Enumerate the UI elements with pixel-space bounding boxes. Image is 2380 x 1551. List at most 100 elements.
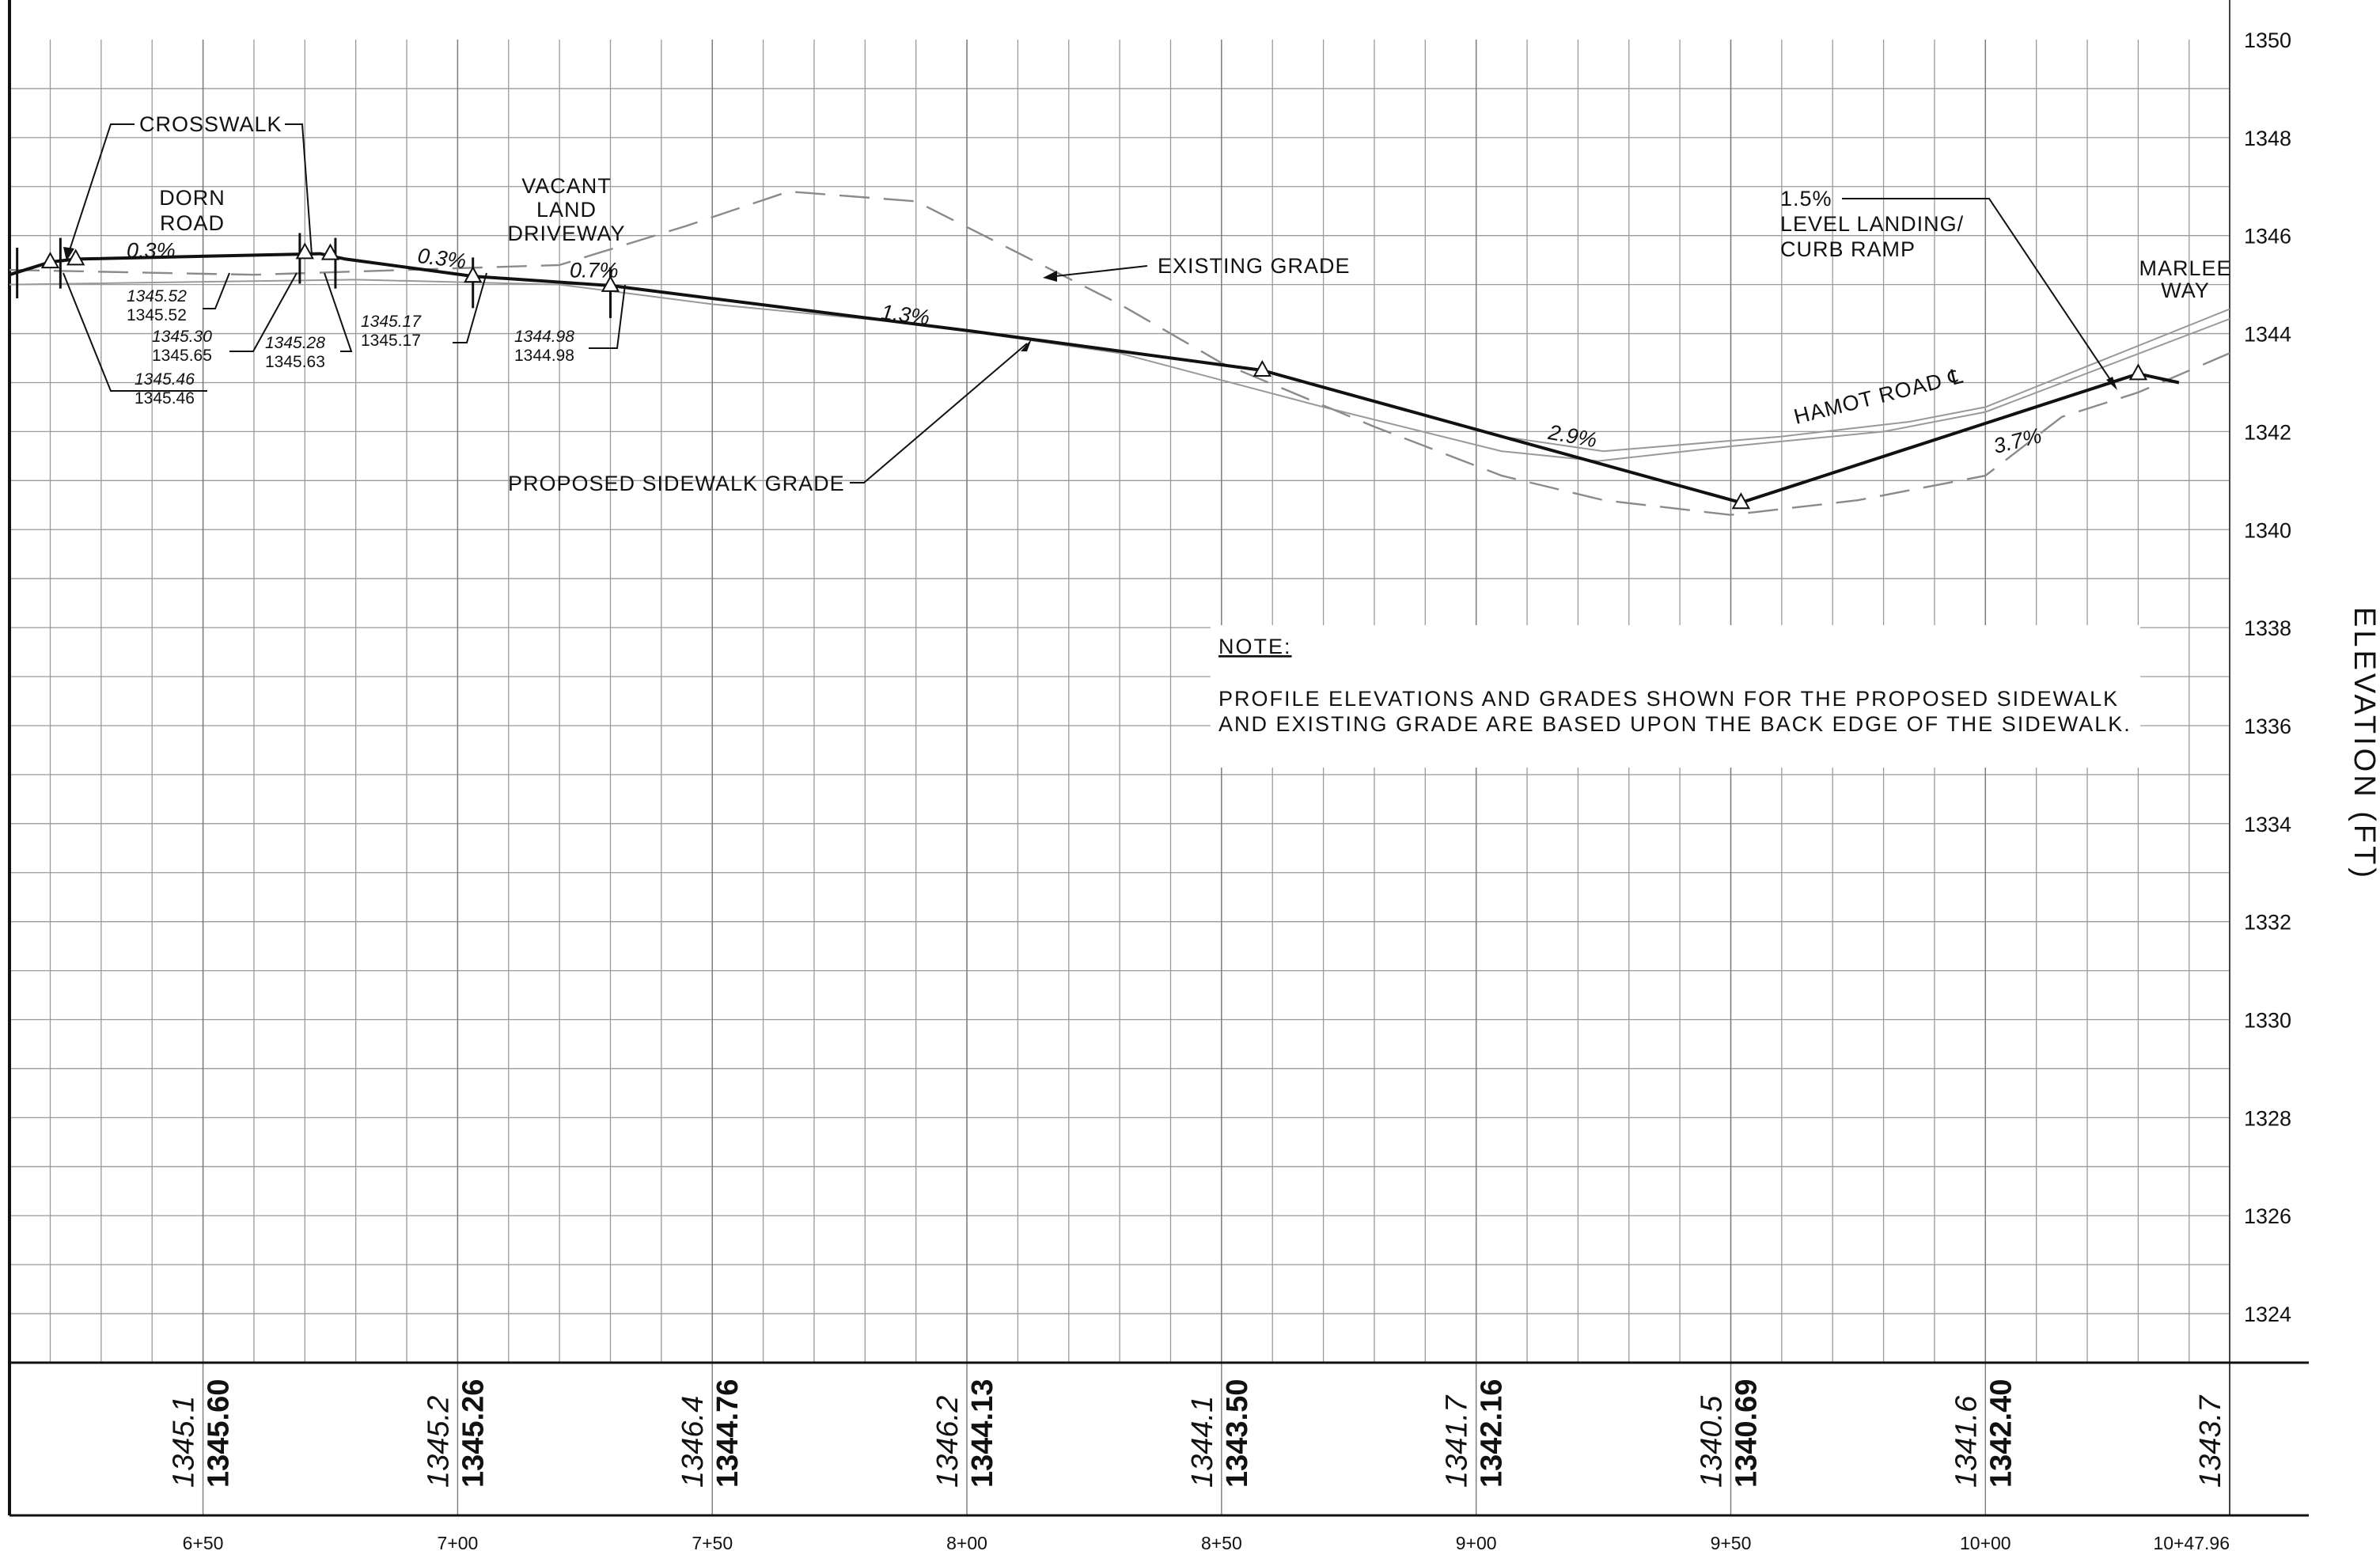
elevation-note: 1344.98	[514, 328, 574, 346]
station-label: 7+50	[692, 1533, 733, 1551]
elevation-tick-label: 1330	[2244, 1009, 2291, 1033]
elevation-note-leader	[453, 272, 487, 343]
note-line-2: AND EXISTING GRADE ARE BASED UPON THE BA…	[1218, 712, 2132, 736]
vacant-land-label: DRIVEWAY	[507, 222, 625, 245]
elevation-note: 1345.52	[127, 306, 187, 324]
proposed-sidewalk-leader	[850, 343, 1028, 484]
station-label: 9+50	[1711, 1533, 1752, 1551]
elevation-tick-label: 1338	[2244, 616, 2291, 640]
vacant-land-label: LAND	[536, 198, 597, 222]
existing-elevation-value: 1343.7	[2194, 1394, 2227, 1488]
level-landing-label: CURB RAMP	[1780, 237, 1916, 261]
note-background	[1211, 625, 2140, 768]
elevation-tick-label: 1342	[2244, 420, 2291, 444]
grade-label: 1.3%	[880, 300, 931, 329]
elevation-note: 1345.17	[361, 313, 422, 331]
elevation-note: 1345.17	[361, 332, 421, 350]
proposed-elevation-value: 1345.26	[457, 1379, 490, 1488]
profile-frame	[8, 0, 2309, 1517]
elevation-note: 1345.30	[152, 328, 212, 346]
station-label: 7+00	[437, 1533, 478, 1551]
pvi-marker	[464, 266, 483, 283]
elevation-tick-label: 1346	[2244, 225, 2291, 248]
grade-label: 0.3%	[127, 239, 176, 263]
proposed-elevation-value: 1343.50	[1221, 1379, 1254, 1488]
existing-elevation-value: 1345.1	[168, 1396, 201, 1488]
proposed-elevation-value: 1344.13	[966, 1379, 999, 1488]
note-line-1: PROFILE ELEVATIONS AND GRADES SHOWN FOR …	[1218, 687, 2119, 711]
elevation-tick-label: 1326	[2244, 1204, 2291, 1228]
elevation-note: 1344.98	[514, 347, 574, 365]
existing-elevation-value: 1341.6	[1950, 1395, 1983, 1488]
existing-elevation-value: 1344.1	[1186, 1396, 1219, 1488]
elevation-tick-label: 1340	[2244, 518, 2291, 542]
note-title: NOTE:	[1218, 635, 1292, 658]
existing-grade-arrowhead	[1043, 271, 1057, 282]
y-axis-label: ELEVATION (FT)	[2348, 607, 2380, 881]
level-landing-leader	[1842, 198, 2115, 386]
pvi-marker	[601, 275, 620, 292]
pvi-marker	[295, 242, 315, 260]
existing-elevation-value: 1340.5	[1695, 1395, 1728, 1488]
proposed-sidewalk-arrowhead	[1021, 339, 1032, 351]
elevation-tick-label: 1334	[2244, 813, 2291, 836]
proposed-elevation-value: 1344.76	[711, 1379, 745, 1488]
hamot-road-centerline	[1501, 308, 2230, 453]
note-box: NOTE: PROFILE ELEVATIONS AND GRADES SHOW…	[1211, 625, 2140, 768]
elevation-tick-label: 1324	[2244, 1303, 2291, 1326]
elevation-tick-labels: 1324 1326 1328 1330 1332 1334 1336 1338 1340 1342…	[2244, 28, 2291, 1326]
dorn-road-label-2: ROAD	[160, 211, 225, 235]
dorn-road-label-1: DORN	[159, 186, 225, 210]
proposed-sidewalk-label: PROPOSED SIDEWALK GRADE	[508, 472, 845, 495]
existing-elevation-value: 1346.2	[931, 1396, 965, 1488]
existing-grade-label: EXISTING GRADE	[1158, 254, 1351, 278]
station-label: 10+47.96	[2153, 1533, 2230, 1551]
elevation-note-leader	[324, 272, 353, 352]
pvi-marker	[2128, 363, 2148, 381]
level-landing-arrowhead	[2106, 377, 2117, 390]
pvi-marker	[1731, 492, 1751, 510]
level-landing-label: 1.5%	[1780, 187, 1832, 210]
elevation-note-leader	[203, 272, 230, 309]
elevation-tick-label: 1348	[2244, 127, 2291, 150]
elevation-note: 1345.46	[135, 389, 195, 408]
grade-label: 0.3%	[416, 244, 468, 273]
elevation-tick-label: 1332	[2244, 911, 2291, 935]
pvi-marker	[66, 248, 85, 266]
existing-elevation-value: 1345.2	[422, 1396, 455, 1488]
level-landing-label: LEVEL LANDING/	[1780, 212, 1964, 236]
grade-label: 0.7%	[570, 258, 619, 282]
profile-curves	[9, 190, 2230, 516]
elevation-note: 1345.63	[265, 353, 325, 371]
hamot-road-label: HAMOT ROAD ℄	[1791, 364, 1965, 429]
elevation-tick-label: 1328	[2244, 1106, 2291, 1130]
marlee-way-label: MARLEE	[2139, 256, 2231, 280]
elevation-band: 1345.1 1345.60 1345.2 1345.26 1346.4 1344.76 1…	[168, 1379, 2227, 1488]
proposed-elevation-value: 1342.16	[1476, 1379, 1509, 1488]
vacant-land-label: VACANT	[521, 174, 612, 198]
elevation-tick-label: 1350	[2244, 28, 2291, 52]
station-label: 10+00	[1960, 1533, 2011, 1551]
existing-elevation-value: 1346.4	[676, 1396, 710, 1488]
pvi-marker	[1253, 359, 1272, 377]
elevation-note-leader	[589, 284, 626, 349]
elevation-note-leader	[63, 272, 207, 392]
proposed-elevation-value: 1345.60	[203, 1379, 236, 1488]
pvi-marker	[40, 252, 60, 269]
marlee-way-label: WAY	[2161, 279, 2210, 302]
elevation-note: 1345.46	[135, 370, 195, 389]
elevation-note-leader	[229, 272, 298, 352]
elevation-note: 1345.28	[265, 334, 325, 352]
station-label: 8+00	[946, 1533, 987, 1551]
proposed-elevation-value: 1342.40	[1984, 1379, 2018, 1488]
proposed-elevation-value: 1340.69	[1730, 1379, 1763, 1488]
station-label: 9+00	[1456, 1533, 1497, 1551]
existing-elevation-value: 1341.7	[1441, 1394, 1474, 1488]
existing-grade-leader	[1048, 265, 1148, 278]
elevation-tick-label: 1344	[2244, 323, 2291, 347]
crosswalk-arrowhead	[63, 247, 74, 261]
station-label: 8+50	[1201, 1533, 1242, 1551]
pvi-marker	[320, 243, 340, 260]
